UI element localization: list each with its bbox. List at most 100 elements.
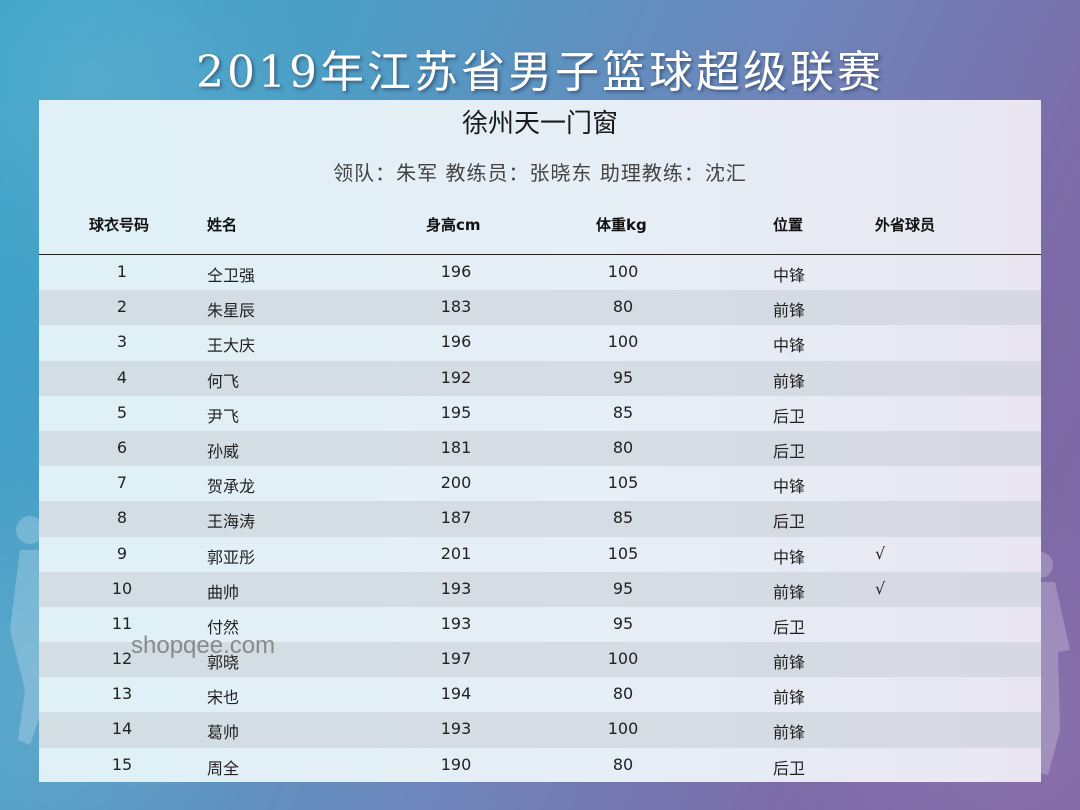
cell-number: 14	[111, 719, 133, 739]
table-row: 3 王大庆 196 100 中锋	[39, 325, 1041, 360]
cell-number: 13	[111, 684, 133, 704]
watermark-text: shopqee.com	[131, 632, 276, 659]
table-row: 12 郭晓 197 100 前锋	[39, 642, 1041, 678]
table-row: 9 郭亚彤 201 105 中锋 √	[39, 537, 1041, 572]
cell-position: 前锋	[773, 688, 806, 708]
cell-name: 宋也	[207, 688, 240, 708]
cell-height: 201	[440, 543, 472, 563]
table-row: 2 朱星辰 183 80 前锋	[39, 290, 1041, 326]
cell-weight: 95	[612, 578, 634, 598]
cell-position: 前锋	[773, 301, 806, 321]
table-row: 1 仝卫强 196 100 中锋	[39, 255, 1041, 290]
cell-name: 朱星辰	[207, 301, 256, 321]
cell-height: 193	[440, 719, 472, 739]
cell-position: 前锋	[773, 653, 806, 673]
cell-name: 仝卫强	[207, 266, 256, 285]
cell-name: 王海涛	[207, 512, 256, 532]
cell-number: 6	[116, 437, 128, 457]
cell-number: 12	[111, 649, 133, 669]
cell-number: 5	[116, 402, 128, 422]
cell-weight: 80	[612, 437, 634, 457]
cell-number: 7	[116, 473, 128, 493]
cell-name: 曲帅	[207, 582, 240, 602]
cell-number: 9	[116, 543, 128, 563]
cell-position: 后卫	[773, 617, 806, 637]
cell-height: 195	[440, 402, 472, 422]
cell-position: 前锋	[773, 371, 806, 391]
cell-number: 2	[116, 297, 128, 317]
cell-name: 郭亚彤	[207, 547, 256, 567]
cell-number: 1	[116, 262, 128, 281]
cell-height: 193	[440, 578, 472, 598]
cell-position: 前锋	[773, 582, 806, 602]
table-row: 5 尹飞 195 85 后卫	[39, 396, 1041, 431]
cell-weight: 80	[612, 754, 634, 774]
cell-position: 中锋	[773, 477, 806, 497]
cell-weight: 100	[607, 262, 639, 281]
cell-outside-player: √	[875, 543, 886, 563]
cell-name: 郭晓	[207, 653, 240, 673]
cell-name: 付然	[207, 617, 240, 637]
cell-name: 孙威	[207, 441, 240, 461]
cell-height: 192	[440, 367, 472, 387]
cell-weight: 100	[607, 332, 639, 352]
cell-height: 200	[440, 473, 472, 493]
header-number: 球衣号码	[89, 216, 150, 234]
cell-number: 11	[111, 613, 133, 633]
cell-position: 后卫	[773, 758, 806, 778]
cell-height: 196	[440, 332, 472, 352]
cell-height: 181	[440, 437, 472, 457]
cell-position: 后卫	[773, 406, 806, 426]
cell-outside-player: √	[875, 578, 886, 598]
staff-line: 领队：朱军 教练员：张晓东 助理教练：沈汇	[333, 161, 747, 185]
cell-name: 何飞	[207, 371, 240, 391]
cell-height: 196	[440, 262, 472, 281]
table-row: 6 孙威 181 80 后卫	[39, 430, 1041, 467]
cell-number: 8	[116, 508, 128, 528]
cell-position: 中锋	[773, 547, 806, 567]
cell-number: 10	[111, 578, 133, 598]
table-row: 10 曲帅 193 95 前锋 √	[39, 571, 1041, 607]
cell-weight: 95	[612, 613, 634, 633]
header-position: 位置	[773, 216, 804, 234]
header-outside-player: 外省球员	[875, 216, 936, 234]
table-header: 球衣号码 姓名 身高cm 体重kg 位置 外省球员	[39, 200, 1041, 255]
cell-height: 193	[440, 613, 472, 633]
cell-name: 葛帅	[207, 723, 240, 743]
cell-weight: 80	[612, 684, 634, 704]
header-height: 身高cm	[426, 216, 481, 234]
header-name: 姓名	[207, 216, 238, 234]
cell-name: 贺承龙	[207, 477, 256, 497]
cell-weight: 85	[612, 508, 634, 528]
cell-weight: 100	[607, 649, 639, 669]
cell-height: 183	[440, 297, 472, 317]
table-row: 4 何飞 192 95 前锋	[39, 360, 1041, 396]
cell-weight: 80	[612, 297, 634, 317]
page-title: 2019年江苏省男子篮球超级联赛	[196, 47, 884, 98]
table-row: 7 贺承龙 200 105 中锋	[39, 466, 1041, 501]
table-body: 1 仝卫强 196 100 中锋 2 朱星辰 183 80 前锋 3 王大庆 196 100 中锋 4 何飞 19…	[39, 255, 1041, 783]
cell-number: 15	[111, 754, 133, 774]
cell-weight: 100	[607, 719, 639, 739]
table-row: 13 宋也 194 80 前锋	[39, 677, 1041, 712]
cell-weight: 85	[612, 402, 634, 422]
table-row: 15 周全 190 80 后卫	[39, 748, 1041, 783]
header-weight: 体重kg	[596, 216, 647, 234]
cell-height: 197	[440, 649, 472, 669]
cell-name: 王大庆	[207, 336, 256, 356]
team-name: 徐州天一门窗	[461, 109, 618, 139]
cell-height: 190	[440, 754, 472, 774]
table-row: 11 付然 193 95 后卫	[39, 607, 1041, 642]
table-row: 8 王海涛 187 85 后卫	[39, 501, 1041, 537]
cell-weight: 95	[612, 367, 634, 387]
cell-height: 194	[440, 684, 472, 704]
cell-position: 后卫	[773, 512, 806, 532]
cell-number: 3	[116, 332, 128, 352]
table-row: 14 葛帅 193 100 前锋	[39, 712, 1041, 748]
cell-position: 中锋	[773, 336, 806, 356]
cell-name: 尹飞	[207, 406, 240, 426]
cell-weight: 105	[607, 473, 639, 493]
cell-position: 中锋	[773, 266, 806, 285]
cell-name: 周全	[207, 758, 240, 778]
cell-position: 前锋	[773, 723, 806, 743]
